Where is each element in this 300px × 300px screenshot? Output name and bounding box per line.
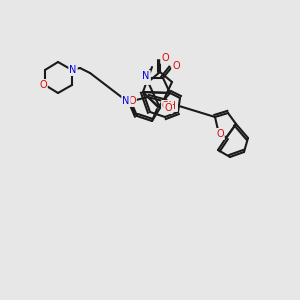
Text: N: N <box>142 71 150 81</box>
Text: O: O <box>128 96 136 106</box>
Text: N: N <box>142 74 150 84</box>
Text: O: O <box>172 61 180 71</box>
Text: OH: OH <box>162 101 177 111</box>
Text: O: O <box>161 53 169 63</box>
Text: N: N <box>122 96 130 106</box>
Text: O: O <box>39 80 47 90</box>
Text: N: N <box>69 65 77 75</box>
Text: O: O <box>216 129 224 139</box>
Text: O: O <box>164 103 172 113</box>
